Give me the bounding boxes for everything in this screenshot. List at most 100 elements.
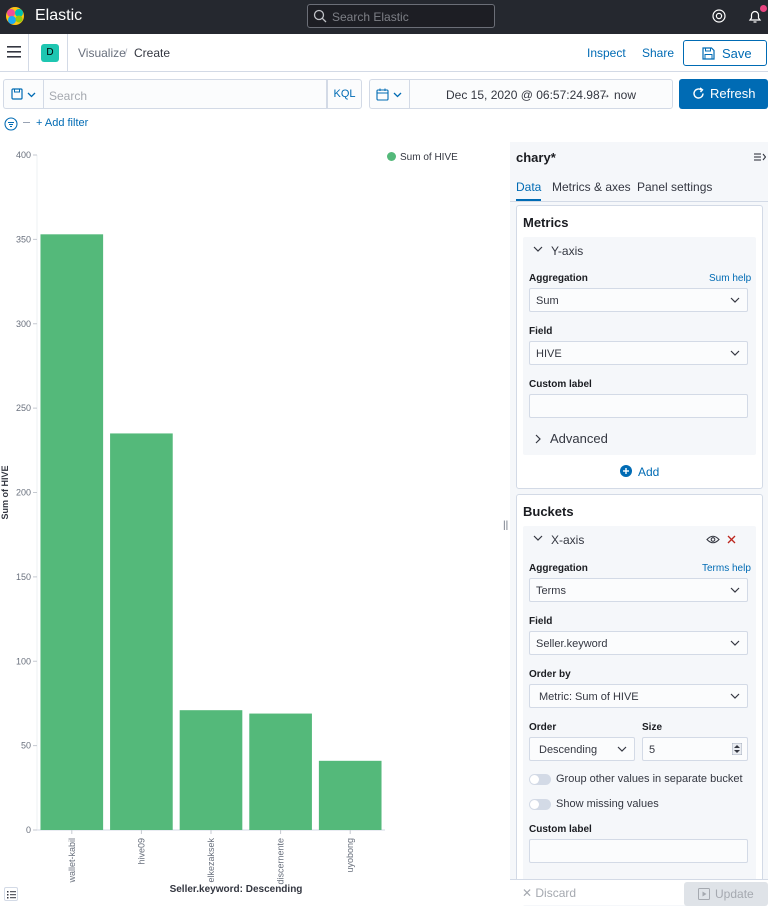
- refresh-label: Refresh: [710, 86, 756, 101]
- active-tab-indicator: [516, 199, 541, 201]
- query-placeholder: Search: [49, 89, 88, 103]
- metrics-title: Metrics: [523, 215, 569, 230]
- calendar-icon: [376, 88, 389, 101]
- help-icon[interactable]: [712, 9, 726, 23]
- close-icon[interactable]: [727, 535, 736, 544]
- global-search-placeholder: Search Elastic: [332, 10, 409, 24]
- divider: [23, 122, 30, 123]
- y-tick-label: 300: [16, 319, 31, 329]
- bar-elkezaksek[interactable]: [179, 710, 243, 830]
- play-icon: [698, 888, 710, 900]
- x-tick-label: elkezaksek: [206, 838, 216, 883]
- order-by-label: Order by: [529, 669, 571, 680]
- share-link[interactable]: Share: [642, 46, 675, 60]
- plus-circle-icon[interactable]: [620, 465, 632, 477]
- search-icon: [313, 9, 327, 23]
- aggregation-select[interactable]: Sum: [529, 288, 748, 312]
- tab-metrics-axes[interactable]: Metrics & axes: [552, 180, 631, 194]
- show-missing-toggle[interactable]: [529, 799, 551, 810]
- menu-icon[interactable]: [7, 46, 21, 58]
- elastic-logo-icon[interactable]: [5, 6, 25, 26]
- tab-panel-settings[interactable]: Panel settings: [637, 180, 713, 194]
- save-label: Save: [722, 46, 752, 61]
- chevron-right-icon[interactable]: [535, 434, 541, 444]
- resize-handle[interactable]: ||: [503, 520, 509, 531]
- y-tick-label: 50: [21, 741, 31, 751]
- chevron-down-icon: [730, 640, 740, 646]
- sum-help-link[interactable]: Sum help: [709, 273, 752, 284]
- aggregation-label: Aggregation: [529, 273, 588, 284]
- group-other-toggle[interactable]: [529, 774, 551, 785]
- bucket-aggregation-select[interactable]: Terms: [529, 578, 748, 602]
- date-quick-select-button[interactable]: [369, 79, 409, 109]
- breadcrumb-visualize[interactable]: Visualize: [78, 46, 126, 60]
- field-label: Field: [529, 326, 553, 337]
- collapse-sidebar-icon[interactable]: [754, 152, 766, 162]
- query-search-input[interactable]: Search: [43, 79, 327, 109]
- y-tick-label: 0: [26, 825, 31, 835]
- legend-swatch[interactable]: [387, 152, 396, 161]
- divider: [28, 34, 29, 72]
- discard-button[interactable]: ✕ Discard: [522, 886, 577, 900]
- breadcrumb-separator: /: [124, 46, 128, 60]
- size-value: 5: [649, 744, 656, 756]
- order-by-select[interactable]: Metric: Sum of HIVE: [529, 684, 748, 708]
- order-label: Order: [529, 722, 557, 733]
- advanced-toggle[interactable]: Advanced: [550, 431, 608, 446]
- number-stepper-icon[interactable]: [732, 743, 742, 755]
- field-select[interactable]: HIVE: [529, 341, 748, 365]
- order-select[interactable]: Descending: [529, 737, 635, 761]
- refresh-icon: [693, 87, 704, 99]
- bar-discernente[interactable]: [249, 713, 312, 830]
- bucket-custom-label-input[interactable]: [529, 839, 748, 863]
- bar-uyobong[interactable]: [318, 760, 382, 830]
- divider: [510, 201, 768, 202]
- update-button[interactable]: Update: [684, 882, 768, 906]
- filter-menu-icon[interactable]: [4, 117, 18, 131]
- y-tick-label: 350: [16, 234, 31, 244]
- chevron-down-icon: [27, 92, 36, 98]
- custom-label-input[interactable]: [529, 394, 748, 418]
- date-start[interactable]: Dec 15, 2020 @ 06:57:24.987: [446, 88, 607, 102]
- field-label: Field: [529, 616, 553, 627]
- chevron-down-icon[interactable]: [533, 535, 543, 541]
- date-end[interactable]: now: [614, 88, 637, 102]
- global-header: Elastic Search Elastic: [0, 0, 768, 34]
- bar-hive09[interactable]: [110, 433, 173, 830]
- bucket-field-select[interactable]: Seller.keyword: [529, 631, 748, 655]
- global-search-input[interactable]: Search Elastic: [307, 4, 495, 28]
- kql-button[interactable]: KQL: [327, 79, 362, 109]
- bar-wallet-kabil[interactable]: [40, 234, 104, 830]
- tab-data[interactable]: Data: [516, 180, 542, 194]
- newsfeed-icon[interactable]: [747, 8, 763, 24]
- x-tick-label: uyobong: [345, 838, 355, 873]
- chevron-down-icon: [730, 350, 740, 356]
- add-filter-link[interactable]: + Add filter: [36, 117, 89, 129]
- list-icon: [7, 891, 16, 899]
- chevron-down-icon: [730, 693, 740, 699]
- add-metric-button[interactable]: Add: [638, 465, 660, 479]
- xaxis-title[interactable]: X-axis: [551, 533, 585, 547]
- metrics-panel: Metrics Y-axis Aggregation Sum help Sum …: [516, 205, 763, 489]
- yaxis-title[interactable]: Y-axis: [551, 244, 584, 258]
- chevron-down-icon: [730, 587, 740, 593]
- x-axis-title: Seller.keyword: Descending: [170, 884, 303, 895]
- date-range-picker[interactable]: Dec 15, 2020 @ 06:57:24.987 → now: [409, 79, 673, 109]
- order-value: Descending: [539, 744, 598, 756]
- y-tick-label: 100: [16, 656, 31, 666]
- inspect-link[interactable]: Inspect: [587, 46, 626, 60]
- index-pattern-title: chary*: [516, 150, 556, 165]
- chevron-down-icon[interactable]: [533, 246, 543, 252]
- size-label: Size: [642, 722, 663, 733]
- space-avatar[interactable]: D: [41, 44, 59, 62]
- terms-help-link[interactable]: Terms help: [702, 563, 751, 574]
- show-missing-label: Show missing values: [556, 798, 659, 810]
- legend-toggle-button[interactable]: [4, 887, 18, 901]
- save-button[interactable]: Save: [683, 40, 767, 66]
- eye-icon[interactable]: [706, 535, 720, 544]
- refresh-button[interactable]: Refresh: [679, 79, 768, 109]
- legend-label[interactable]: Sum of HIVE: [400, 152, 458, 163]
- size-input[interactable]: 5: [642, 737, 748, 761]
- saved-query-button[interactable]: [3, 79, 43, 109]
- buckets-title: Buckets: [523, 504, 574, 519]
